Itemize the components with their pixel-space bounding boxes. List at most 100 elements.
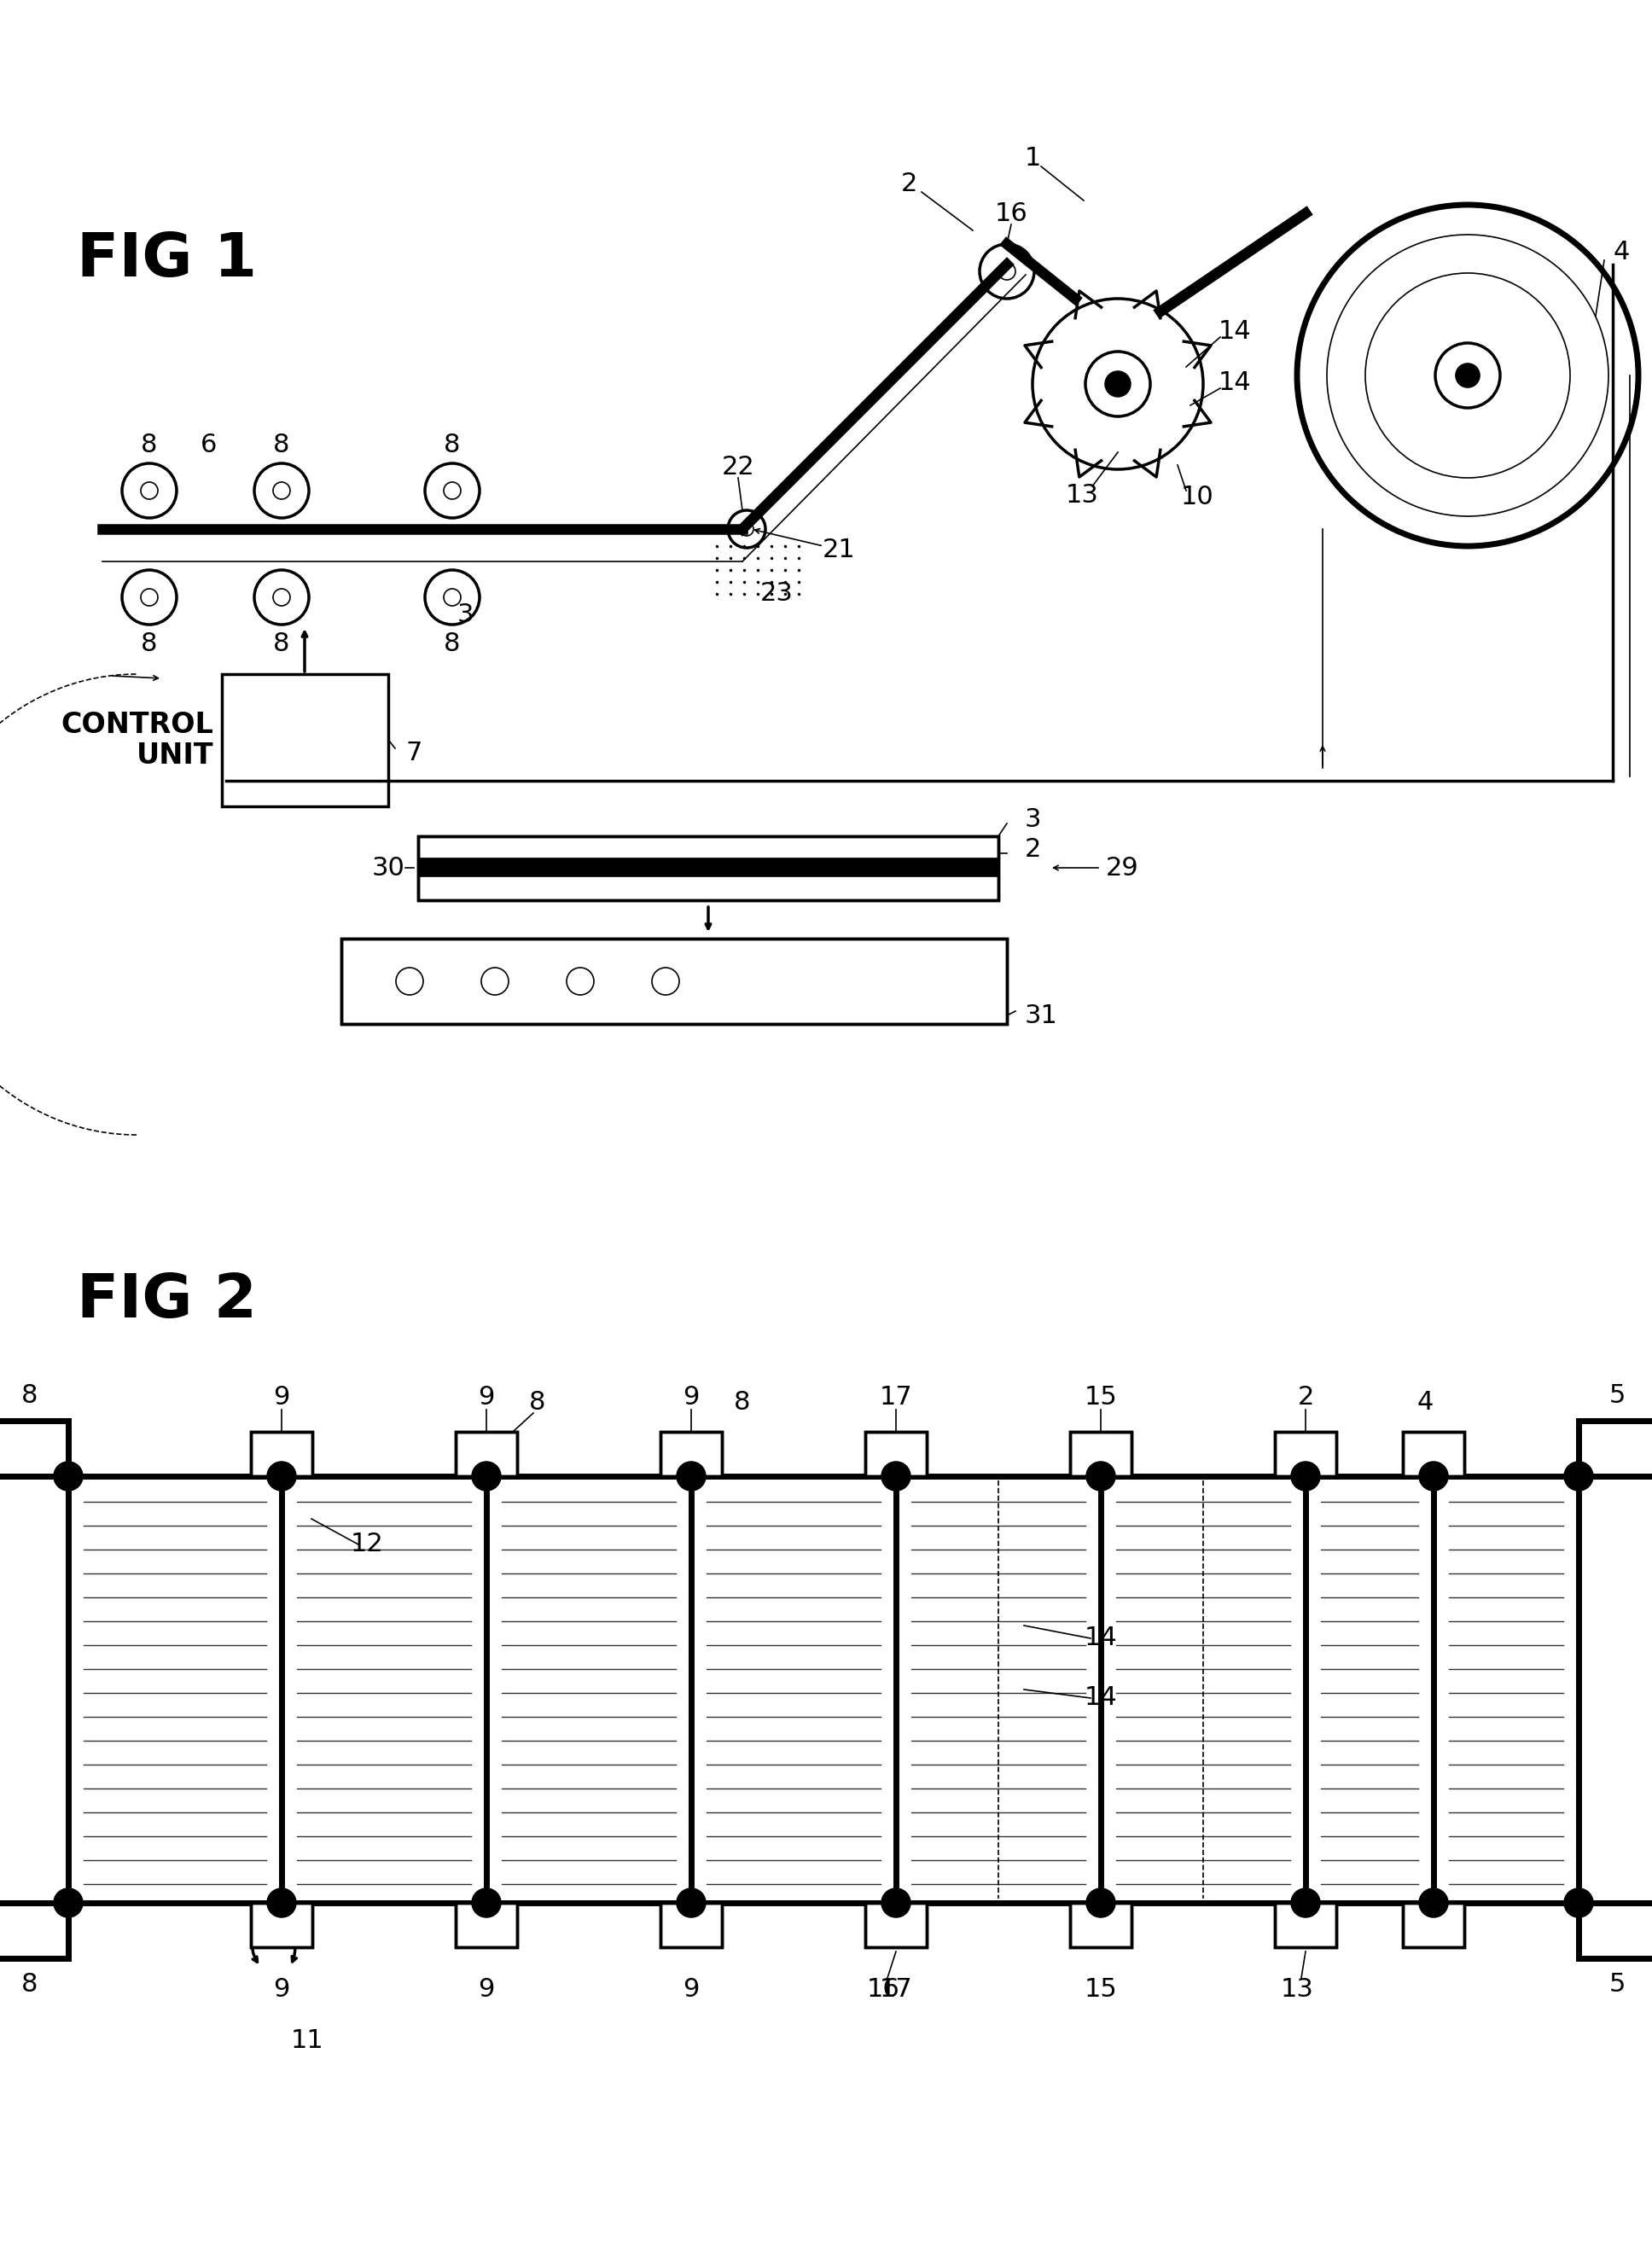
Bar: [661, 1904, 722, 1946]
Bar: [866, 1904, 927, 1946]
Text: 11: 11: [291, 2029, 324, 2054]
Bar: [1275, 1904, 1336, 1946]
Bar: [1403, 1432, 1464, 1477]
Text: 2: 2: [900, 171, 917, 195]
Text: 14: 14: [1218, 319, 1251, 343]
Bar: [1403, 1904, 1464, 1946]
Text: 13: 13: [1280, 1978, 1313, 2003]
Text: 7: 7: [406, 741, 423, 766]
Bar: [1275, 1432, 1336, 1477]
Circle shape: [882, 1890, 910, 1917]
Bar: [418, 835, 998, 900]
Text: 31: 31: [1024, 1004, 1057, 1028]
Circle shape: [472, 1461, 501, 1491]
Bar: [342, 938, 1008, 1024]
Text: 16: 16: [867, 1978, 900, 2003]
Text: 9: 9: [682, 1978, 699, 2003]
Text: CONTROL: CONTROL: [61, 709, 213, 739]
Bar: [661, 1432, 722, 1477]
Circle shape: [1087, 1890, 1115, 1917]
Bar: [1070, 1904, 1132, 1946]
Text: 1: 1: [1024, 146, 1041, 171]
Circle shape: [1564, 1461, 1593, 1491]
Bar: [1070, 1904, 1132, 1946]
Circle shape: [882, 1461, 910, 1491]
Text: 23: 23: [760, 581, 793, 606]
Text: 14: 14: [1084, 1625, 1117, 1650]
Bar: [418, 835, 998, 900]
Circle shape: [1105, 373, 1130, 395]
Circle shape: [1087, 1461, 1115, 1491]
Circle shape: [1421, 1890, 1447, 1917]
Bar: [661, 1432, 722, 1477]
Circle shape: [268, 1890, 296, 1917]
Bar: [1579, 1904, 1652, 1958]
Text: 2: 2: [1297, 1385, 1313, 1410]
Text: 8: 8: [444, 433, 461, 458]
Text: 4: 4: [1417, 1390, 1434, 1414]
Bar: [456, 1904, 517, 1946]
Circle shape: [55, 1890, 83, 1917]
Bar: [0, 1904, 68, 1958]
Text: 9: 9: [273, 1385, 289, 1410]
Text: 15: 15: [1084, 1978, 1117, 2003]
Circle shape: [1292, 1461, 1320, 1491]
Bar: [342, 938, 1008, 1024]
Bar: [1403, 1432, 1464, 1477]
Bar: [0, 1421, 68, 1477]
Bar: [1275, 1904, 1336, 1946]
Bar: [418, 858, 998, 876]
Circle shape: [1455, 364, 1480, 388]
Text: 3: 3: [456, 602, 474, 626]
Text: 9: 9: [273, 1978, 289, 2003]
Text: 8: 8: [273, 631, 289, 656]
Bar: [1579, 1421, 1652, 1477]
Text: 10: 10: [1181, 485, 1214, 510]
Text: 5: 5: [1609, 1971, 1626, 1996]
Bar: [866, 1432, 927, 1477]
Bar: [68, 1477, 1579, 1904]
Text: 9: 9: [682, 1385, 699, 1410]
Text: 13: 13: [1066, 483, 1099, 507]
Text: 6: 6: [202, 433, 218, 458]
Text: 21: 21: [823, 537, 856, 561]
Bar: [456, 1432, 517, 1477]
Text: 17: 17: [879, 1385, 912, 1410]
Text: 12: 12: [350, 1531, 383, 1556]
Text: 15: 15: [1084, 1385, 1117, 1410]
Text: 8: 8: [733, 1390, 750, 1414]
Bar: [456, 1432, 517, 1477]
Bar: [1579, 1904, 1652, 1958]
Circle shape: [677, 1461, 705, 1491]
Circle shape: [1112, 377, 1123, 391]
Text: 8: 8: [273, 433, 289, 458]
Bar: [1070, 1432, 1132, 1477]
Bar: [0, 1421, 68, 1477]
Circle shape: [1421, 1461, 1447, 1491]
Text: 8: 8: [140, 433, 157, 458]
Text: 8: 8: [21, 1383, 38, 1408]
Bar: [251, 1432, 312, 1477]
Bar: [1579, 1421, 1652, 1477]
Bar: [0, 1904, 68, 1958]
Bar: [221, 674, 388, 806]
Text: 2: 2: [1024, 837, 1041, 862]
Bar: [251, 1904, 312, 1946]
Bar: [866, 1904, 927, 1946]
Bar: [1403, 1904, 1464, 1946]
Circle shape: [1564, 1890, 1593, 1917]
Bar: [456, 1904, 517, 1946]
Circle shape: [472, 1890, 501, 1917]
Bar: [1275, 1432, 1336, 1477]
Text: 29: 29: [1105, 855, 1138, 880]
Text: 8: 8: [21, 1971, 38, 1996]
Text: 9: 9: [477, 1978, 494, 2003]
Bar: [866, 1432, 927, 1477]
Bar: [661, 1904, 722, 1946]
Circle shape: [1292, 1890, 1320, 1917]
Text: 17: 17: [879, 1978, 912, 2003]
Bar: [1070, 1432, 1132, 1477]
Text: 14: 14: [1218, 370, 1251, 395]
Text: 14: 14: [1084, 1686, 1117, 1711]
Circle shape: [677, 1890, 705, 1917]
